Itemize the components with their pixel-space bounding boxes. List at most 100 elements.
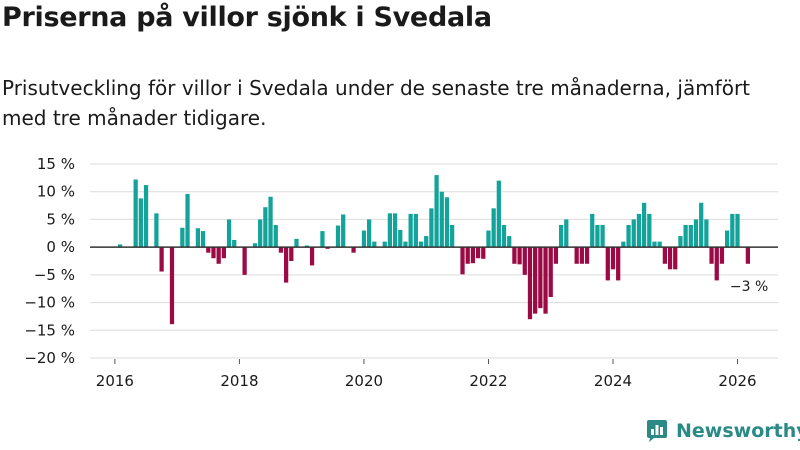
bar: [200, 231, 206, 248]
bar: [242, 247, 247, 275]
bar: [341, 214, 346, 248]
bar: [507, 236, 512, 248]
bar: [548, 247, 553, 298]
bar: [367, 219, 372, 248]
bar: [512, 247, 517, 264]
bar: [662, 247, 667, 264]
bar: [673, 247, 678, 270]
y-tick-label: 5 %: [46, 210, 75, 228]
bar: [460, 247, 465, 275]
bar: [398, 229, 403, 248]
bar: [693, 219, 699, 248]
bar: [683, 224, 688, 248]
bar: [278, 247, 284, 253]
bar: [226, 219, 232, 248]
bar: [154, 213, 159, 248]
bar: [652, 241, 657, 248]
bar: [138, 198, 143, 248]
bar: [527, 247, 533, 320]
bar: [600, 224, 605, 248]
bar: [699, 202, 704, 248]
bar: [294, 238, 299, 248]
bar: [304, 245, 310, 248]
bar: [657, 241, 662, 248]
bar: [408, 213, 413, 248]
bar: [387, 213, 393, 248]
bar: [688, 224, 693, 248]
bar: [444, 197, 450, 248]
bar: [616, 247, 621, 281]
bar: [424, 236, 429, 248]
bar: [501, 224, 507, 248]
bar: [143, 185, 149, 248]
bar: [475, 247, 481, 259]
y-tick-label: −20 %: [24, 349, 75, 367]
bar: [486, 230, 491, 248]
x-tick-label: 2026: [718, 372, 756, 390]
bar: [159, 247, 164, 272]
bar: [626, 224, 631, 248]
bar: [221, 247, 226, 259]
bar: [647, 213, 652, 248]
bar: [418, 241, 424, 248]
bar: [195, 228, 201, 248]
bar: [434, 175, 439, 248]
bar: [667, 247, 673, 270]
bar: [232, 239, 237, 248]
bar: [403, 241, 408, 248]
bar: [470, 247, 476, 264]
bar: [491, 208, 496, 248]
bar: [382, 241, 387, 248]
bar: [595, 224, 600, 248]
newsworthy-logo-icon: [647, 420, 667, 442]
bar: [283, 247, 289, 283]
bar: [719, 247, 725, 264]
bar: [522, 247, 527, 275]
bar: [216, 247, 221, 264]
bar: [590, 213, 595, 248]
bar: [361, 230, 367, 248]
bar: [439, 191, 444, 248]
bar: [392, 213, 398, 248]
bar: [714, 247, 719, 281]
y-tick-label: −5 %: [34, 266, 75, 284]
bar: [621, 241, 626, 248]
bar: [564, 219, 569, 248]
bar: [538, 247, 543, 309]
x-tick-label: 2018: [220, 372, 258, 390]
chart-title: Priserna på villor sjönk i Svedala: [2, 2, 492, 33]
bar: [605, 247, 610, 281]
bar: [579, 247, 584, 264]
bar: [465, 247, 470, 264]
bar: [309, 247, 315, 266]
bar: [631, 219, 636, 248]
bar: [211, 247, 216, 259]
x-tick-label: 2020: [345, 372, 383, 390]
bar: [351, 247, 356, 253]
bar: [413, 213, 418, 248]
newsworthy-brand: Newsworthy: [645, 419, 800, 443]
bar: [252, 243, 258, 248]
bar: [730, 213, 735, 248]
bar: [517, 247, 522, 265]
bar: [584, 247, 590, 264]
bar: [636, 213, 642, 248]
bar: [574, 247, 579, 264]
bar: [558, 224, 564, 248]
last-value-annotation: −3 %: [730, 279, 768, 295]
x-tick-label: 2016: [96, 372, 134, 390]
bar: [745, 247, 751, 264]
bar: [263, 207, 268, 248]
bar: [133, 179, 138, 248]
y-tick-label: −10 %: [24, 294, 75, 312]
bar: [258, 219, 263, 248]
x-tick-label: 2024: [594, 372, 632, 390]
bar: [481, 247, 486, 259]
bar: [496, 180, 501, 248]
bar: [180, 227, 185, 248]
bar: [429, 208, 434, 248]
bar: [533, 247, 538, 314]
bar: [320, 231, 325, 248]
bar: [725, 230, 730, 248]
